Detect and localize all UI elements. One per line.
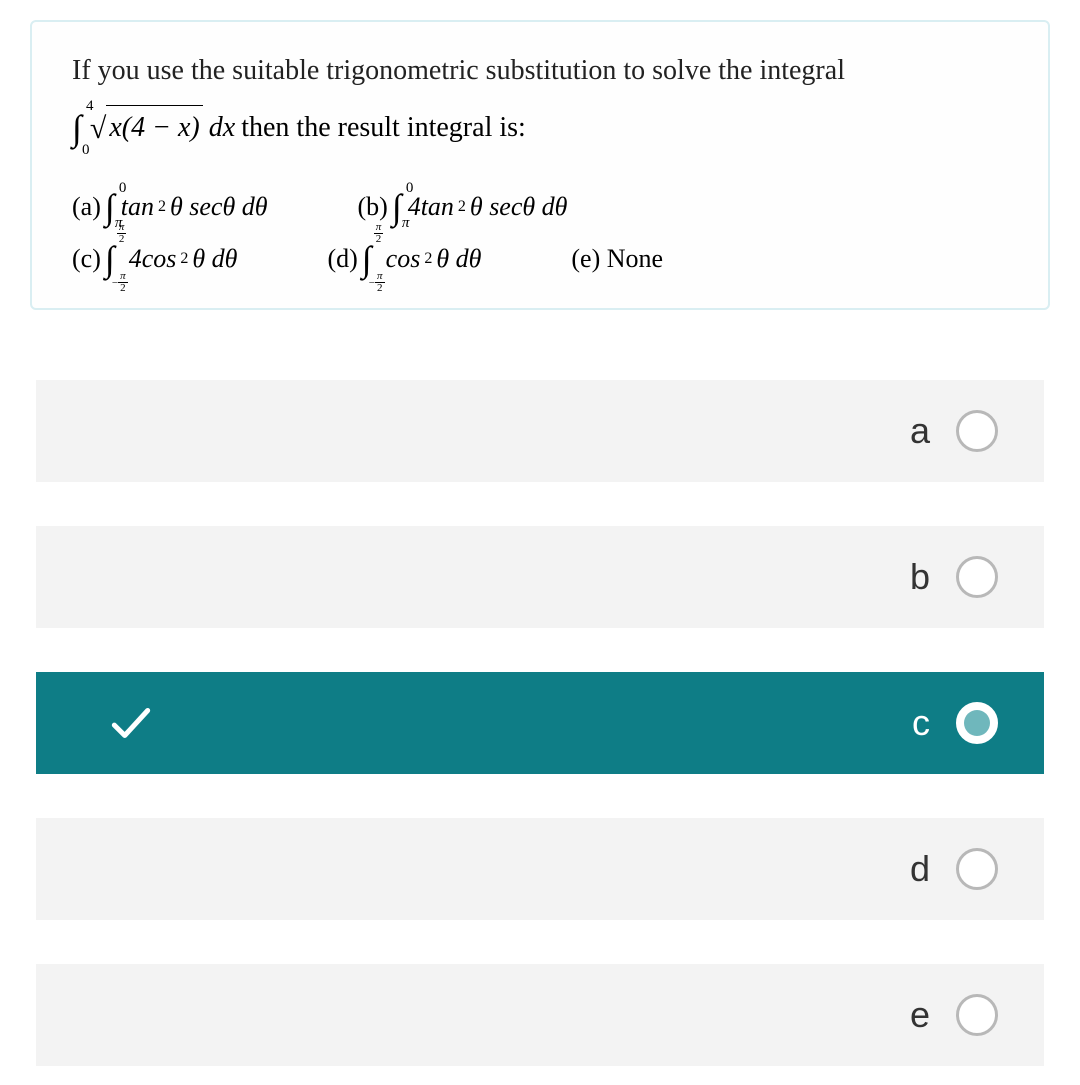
answer-option-c[interactable]: c — [36, 672, 1044, 774]
choice-b: (b) ∫ 0 π 4tan2 θ secθ dθ — [357, 186, 567, 228]
radio-icon — [956, 556, 998, 598]
choice-row-2: (c) ∫ π2 −π2 4cos2 θ dθ (d) ∫ π2 — [72, 238, 1008, 280]
answer-label: b — [910, 556, 930, 598]
integral-lower: 0 — [82, 138, 90, 162]
sqrt: √ x(4 − x) — [90, 105, 203, 153]
answer-label: d — [910, 848, 930, 890]
question-text-line2: ∫ 4 0 √ x(4 − x) dx then the result inte… — [72, 100, 1008, 158]
radio-icon — [956, 848, 998, 890]
answer-label: c — [912, 702, 930, 744]
sqrt-body: x(4 − x) — [106, 105, 202, 153]
answer-option-e[interactable]: e — [36, 964, 1044, 1066]
answer-option-a[interactable]: a — [36, 380, 1044, 482]
choice-d: (d) ∫ π2 −π2 cos2 θ dθ — [327, 238, 481, 280]
choice-row-1: (a) ∫ 0 π tan2 θ secθ dθ (b) ∫ 0 π 4tan2… — [72, 186, 1008, 228]
choice-a: (a) ∫ 0 π tan2 θ secθ dθ — [72, 186, 267, 228]
question-text-line1: If you use the suitable trigonometric su… — [72, 50, 1008, 92]
answer-option-d[interactable]: d — [36, 818, 1044, 920]
dx: dx — [209, 106, 235, 151]
check-icon — [106, 698, 156, 748]
answer-option-b[interactable]: b — [36, 526, 1044, 628]
radio-icon — [956, 702, 998, 744]
integral-upper: 4 — [86, 94, 94, 118]
choice-c: (c) ∫ π2 −π2 4cos2 θ dθ — [72, 238, 237, 280]
answer-list: a b c d e — [30, 380, 1050, 1066]
answer-label: e — [910, 994, 930, 1036]
answer-label: a — [910, 410, 930, 452]
question-box: If you use the suitable trigonometric su… — [30, 20, 1050, 310]
question-tail: then the result integral is: — [241, 106, 526, 151]
integral-symbol: ∫ — [72, 108, 82, 148]
question-integral: ∫ 4 0 — [72, 100, 82, 158]
radio-icon — [956, 994, 998, 1036]
choice-e: (e) None — [571, 244, 663, 274]
radio-icon — [956, 410, 998, 452]
